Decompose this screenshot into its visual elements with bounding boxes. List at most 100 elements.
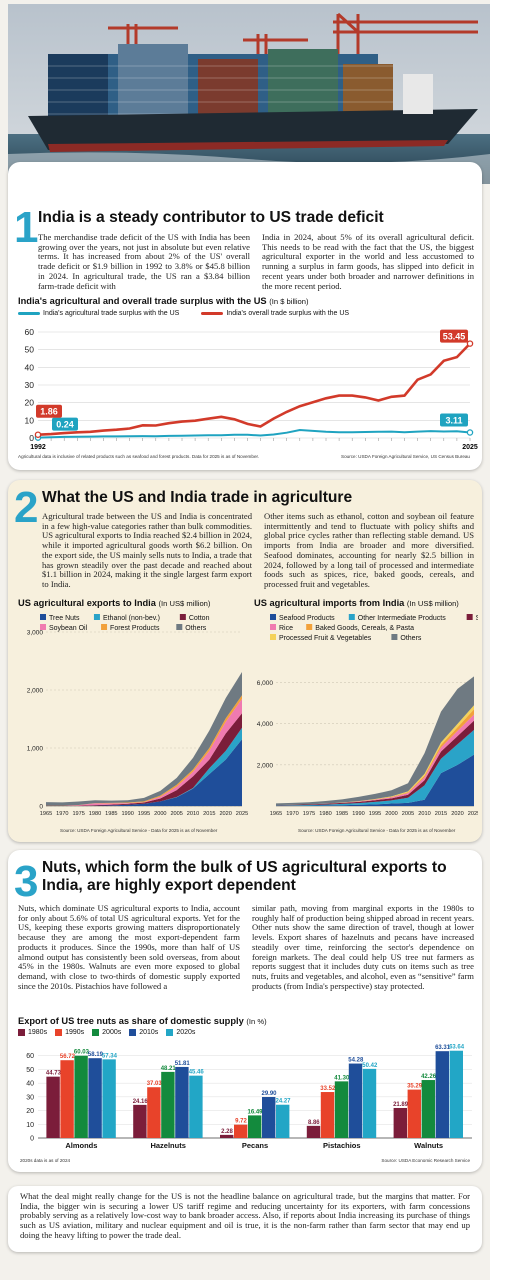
section-number: 2 [14, 483, 39, 532]
nuts-chart-legend: 1980s 1990s 2000s 2010s 2020s [18, 1029, 195, 1036]
bar-value-label: 57.34 [102, 1053, 118, 1059]
section-body: Agricultural trade between the US and In… [42, 511, 474, 590]
imports-source: Source: USDA Foreign Agricultural Servic… [298, 828, 456, 833]
area-series [276, 705, 474, 806]
bar [74, 1055, 88, 1138]
x-tick-label: 2025 [236, 811, 248, 817]
body-col-left: Agricultural trade between the US and In… [42, 511, 252, 589]
bar [435, 1051, 449, 1138]
legend-swatch [101, 624, 108, 630]
x-tick-label: 2000 [154, 811, 166, 817]
bar-value-label: 51.81 [175, 1061, 191, 1067]
x-tick-label: 2015 [203, 811, 215, 817]
y-tick-label: 50 [26, 1067, 34, 1074]
bar-value-label: 45.46 [189, 1070, 205, 1076]
y-tick-label: 50 [25, 345, 35, 355]
y-tick-label: 40 [25, 362, 35, 372]
area-series [276, 720, 474, 806]
area-series [276, 754, 474, 806]
bar-value-label: 2.28 [221, 1129, 233, 1135]
x-tick-label: 2010 [418, 811, 430, 817]
bar [102, 1059, 116, 1138]
x-tick-label: 1990 [352, 811, 364, 817]
x-tick-label: 1990 [121, 811, 133, 817]
x-tick-label: 1970 [56, 811, 68, 817]
series-end-marker [466, 429, 474, 436]
legend-item-2020s: 2020s [166, 1029, 195, 1036]
bar-value-label: 24.27 [275, 1099, 291, 1105]
x-tick-label: 2005 [402, 811, 414, 817]
closing-paragraph: What the deal might really change for th… [8, 1186, 482, 1252]
bar [393, 1107, 407, 1138]
legend-swatch [270, 614, 276, 620]
section-heading: India is a steady contributor to US trad… [38, 209, 384, 226]
x-tick-label: 2010 [187, 811, 199, 817]
bar [348, 1063, 363, 1138]
x-tick-label: 2025 [468, 811, 478, 817]
bar-value-label: 35.29 [407, 1084, 423, 1090]
legend-swatch [348, 614, 355, 620]
bar-value-label: 60.03 [74, 1050, 90, 1056]
legend-item-2000s: 2000s [92, 1029, 121, 1036]
bar [133, 1104, 147, 1138]
area-series [276, 709, 474, 806]
legend-swatch [179, 614, 186, 620]
bar-value-label: 58.19 [88, 1052, 104, 1058]
exports-area-chart: Tree Nuts Ethanol (non-bev.) Cotton Soybean… [27, 614, 248, 817]
x-tick-label: 2015 [435, 811, 447, 817]
y-tick-label: 6,000 [257, 680, 274, 687]
bar-value-label: 41.30 [334, 1075, 350, 1081]
y-tick-label: 1,000 [27, 746, 44, 753]
legend-label: Spices [476, 615, 478, 622]
x-tick-label: 1970 [286, 811, 298, 817]
line-chart: 0 10 20 30 40 50 60 1992 2025 0.24 3.11 1.86 53.45 [25, 327, 478, 451]
x-tick-label: 1980 [319, 811, 331, 817]
legend-label: Tree Nuts [49, 615, 80, 622]
legend-item-ag: India's agricultural trade surplus with … [18, 310, 179, 317]
section-1-card: 1 India is a steady contributor to US tr… [8, 162, 482, 470]
body-col-right: similar path, moving from marginal expor… [252, 903, 474, 991]
data-label-box [36, 404, 62, 418]
exports-source: Source: USDA Foreign Agricultural Servic… [60, 828, 218, 833]
data-label: 1.86 [40, 407, 58, 417]
bar [175, 1066, 189, 1138]
y-tick-label: 20 [26, 1108, 34, 1115]
y-tick-label: 30 [26, 1094, 34, 1101]
data-label: 53.45 [443, 332, 466, 342]
bar [220, 1134, 234, 1138]
data-label-box [52, 417, 78, 431]
bar [88, 1058, 102, 1138]
legend-label: Rice [279, 625, 293, 632]
data-label-box [440, 413, 468, 427]
y-tick-label: 2,000 [27, 688, 44, 695]
bar-value-label: 63.31 [435, 1045, 451, 1051]
section-number: 1 [14, 203, 39, 252]
nuts-chart-note: 2020s data is as of 2024 [20, 1158, 71, 1163]
legend-swatch [270, 634, 276, 640]
bar [161, 1071, 175, 1138]
bar [60, 1060, 74, 1138]
legend-swatch [270, 624, 276, 630]
y-tick-label: 60 [25, 327, 35, 337]
chart-title: India's agricultural and overall trade s… [18, 296, 309, 306]
x-tick-label: 1985 [105, 811, 117, 817]
series-start-marker [34, 431, 42, 438]
x-tick-label: 1985 [336, 811, 348, 817]
x-tick-label: 1965 [270, 811, 282, 817]
body-col-right: India in 2024, about 5% of its overall a… [262, 232, 474, 291]
x-tick-label: 1975 [72, 811, 84, 817]
legend-label: Others [400, 635, 422, 642]
x-tick-label: 2005 [170, 811, 182, 817]
area-series [46, 713, 242, 806]
bar-value-label: 44.73 [46, 1071, 62, 1077]
section-body: Nuts, which dominate US agricultural exp… [18, 903, 474, 991]
body-col-left: Nuts, which dominate US agricultural exp… [18, 903, 240, 991]
bar-value-label: 9.72 [235, 1119, 247, 1125]
imports-area-chart: Seafood Products Other Intermediate Produ… [257, 614, 478, 817]
bar-value-label: 8.86 [308, 1120, 320, 1126]
bar [248, 1115, 262, 1138]
legend-swatch [176, 624, 183, 630]
bar [320, 1092, 335, 1138]
legend-label: Cotton [189, 615, 210, 622]
y-tick-label: 2,000 [257, 762, 274, 769]
